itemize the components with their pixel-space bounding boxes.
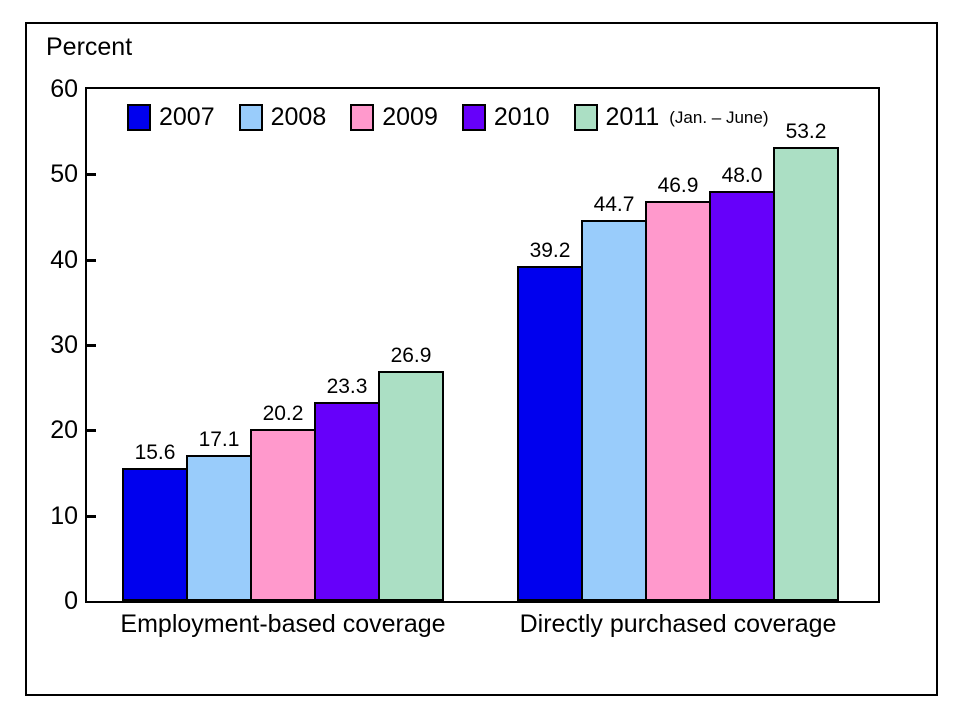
bar-value-label: 23.3 (326, 375, 368, 398)
bar-value-label: 20.2 (262, 402, 304, 425)
legend-item-2008: 2008 (238, 103, 327, 132)
bar-value-label: 48.0 (721, 164, 763, 187)
bar-value-label: 26.9 (390, 344, 432, 367)
y-tick-mark (87, 429, 96, 433)
legend-swatch-icon (350, 104, 375, 131)
legend-label: 2007 (159, 103, 215, 131)
bar-2011-category2 (773, 147, 839, 601)
plot-area: 2007 2008 2009 2010 2011 (Jan. – June) 15.6 17… (87, 89, 878, 601)
bar-2010-category1 (314, 402, 380, 601)
legend-swatch-icon (127, 104, 151, 131)
y-tick-label: 30 (50, 331, 78, 359)
bar-value-label: 44.7 (593, 193, 635, 216)
x-category-label: Directly purchased coverage (519, 610, 837, 638)
bar-2010-category2 (709, 191, 775, 601)
y-tick-label: 0 (64, 587, 78, 615)
bar-2011-category1 (378, 371, 444, 601)
y-tick-label: 10 (50, 501, 78, 530)
legend-label: 2008 (270, 103, 327, 131)
legend-item-2010: 2010 (461, 103, 550, 132)
y-tick-label: 40 (50, 245, 78, 274)
legend: 2007 2008 2009 2010 2011 (Jan. – June) (127, 103, 769, 132)
bar-2008-category2 (581, 220, 647, 601)
y-tick-mark (87, 344, 96, 347)
bar-value-label: 46.9 (657, 174, 699, 197)
y-tick-mark (87, 173, 96, 177)
bar-2007-category2 (517, 266, 583, 601)
bar-value-label: 39.2 (529, 239, 571, 262)
bar-2009-category2 (645, 201, 711, 601)
bar-value-label: 53.2 (785, 120, 827, 143)
y-tick-mark (87, 514, 96, 518)
bar-2008-category1 (186, 455, 252, 601)
legend-label: 2011 (605, 103, 660, 131)
legend-item-2011: 2011 (Jan. – June) (573, 103, 769, 132)
legend-label: 2009 (382, 103, 438, 131)
legend-item-2007: 2007 (127, 103, 215, 132)
bar-value-label: 17.1 (198, 428, 240, 451)
y-tick-mark (87, 258, 96, 262)
y-tick-label: 60 (50, 75, 78, 103)
y-axis-unit-label: Percent (46, 33, 133, 61)
legend-swatch-icon (573, 104, 598, 131)
legend-item-2009: 2009 (350, 103, 438, 132)
y-tick-label: 50 (50, 160, 78, 189)
bar-2009-category1 (250, 429, 316, 601)
legend-swatch-icon (238, 104, 263, 131)
y-tick-label: 20 (50, 416, 78, 445)
bar-value-label: 15.6 (134, 441, 176, 464)
legend-swatch-icon (461, 104, 486, 131)
legend-label: 2010 (493, 103, 550, 131)
legend-label-suffix: (Jan. – June) (669, 107, 769, 127)
x-category-label: Employment-based coverage (120, 610, 446, 638)
bar-2007-category1 (122, 468, 188, 601)
